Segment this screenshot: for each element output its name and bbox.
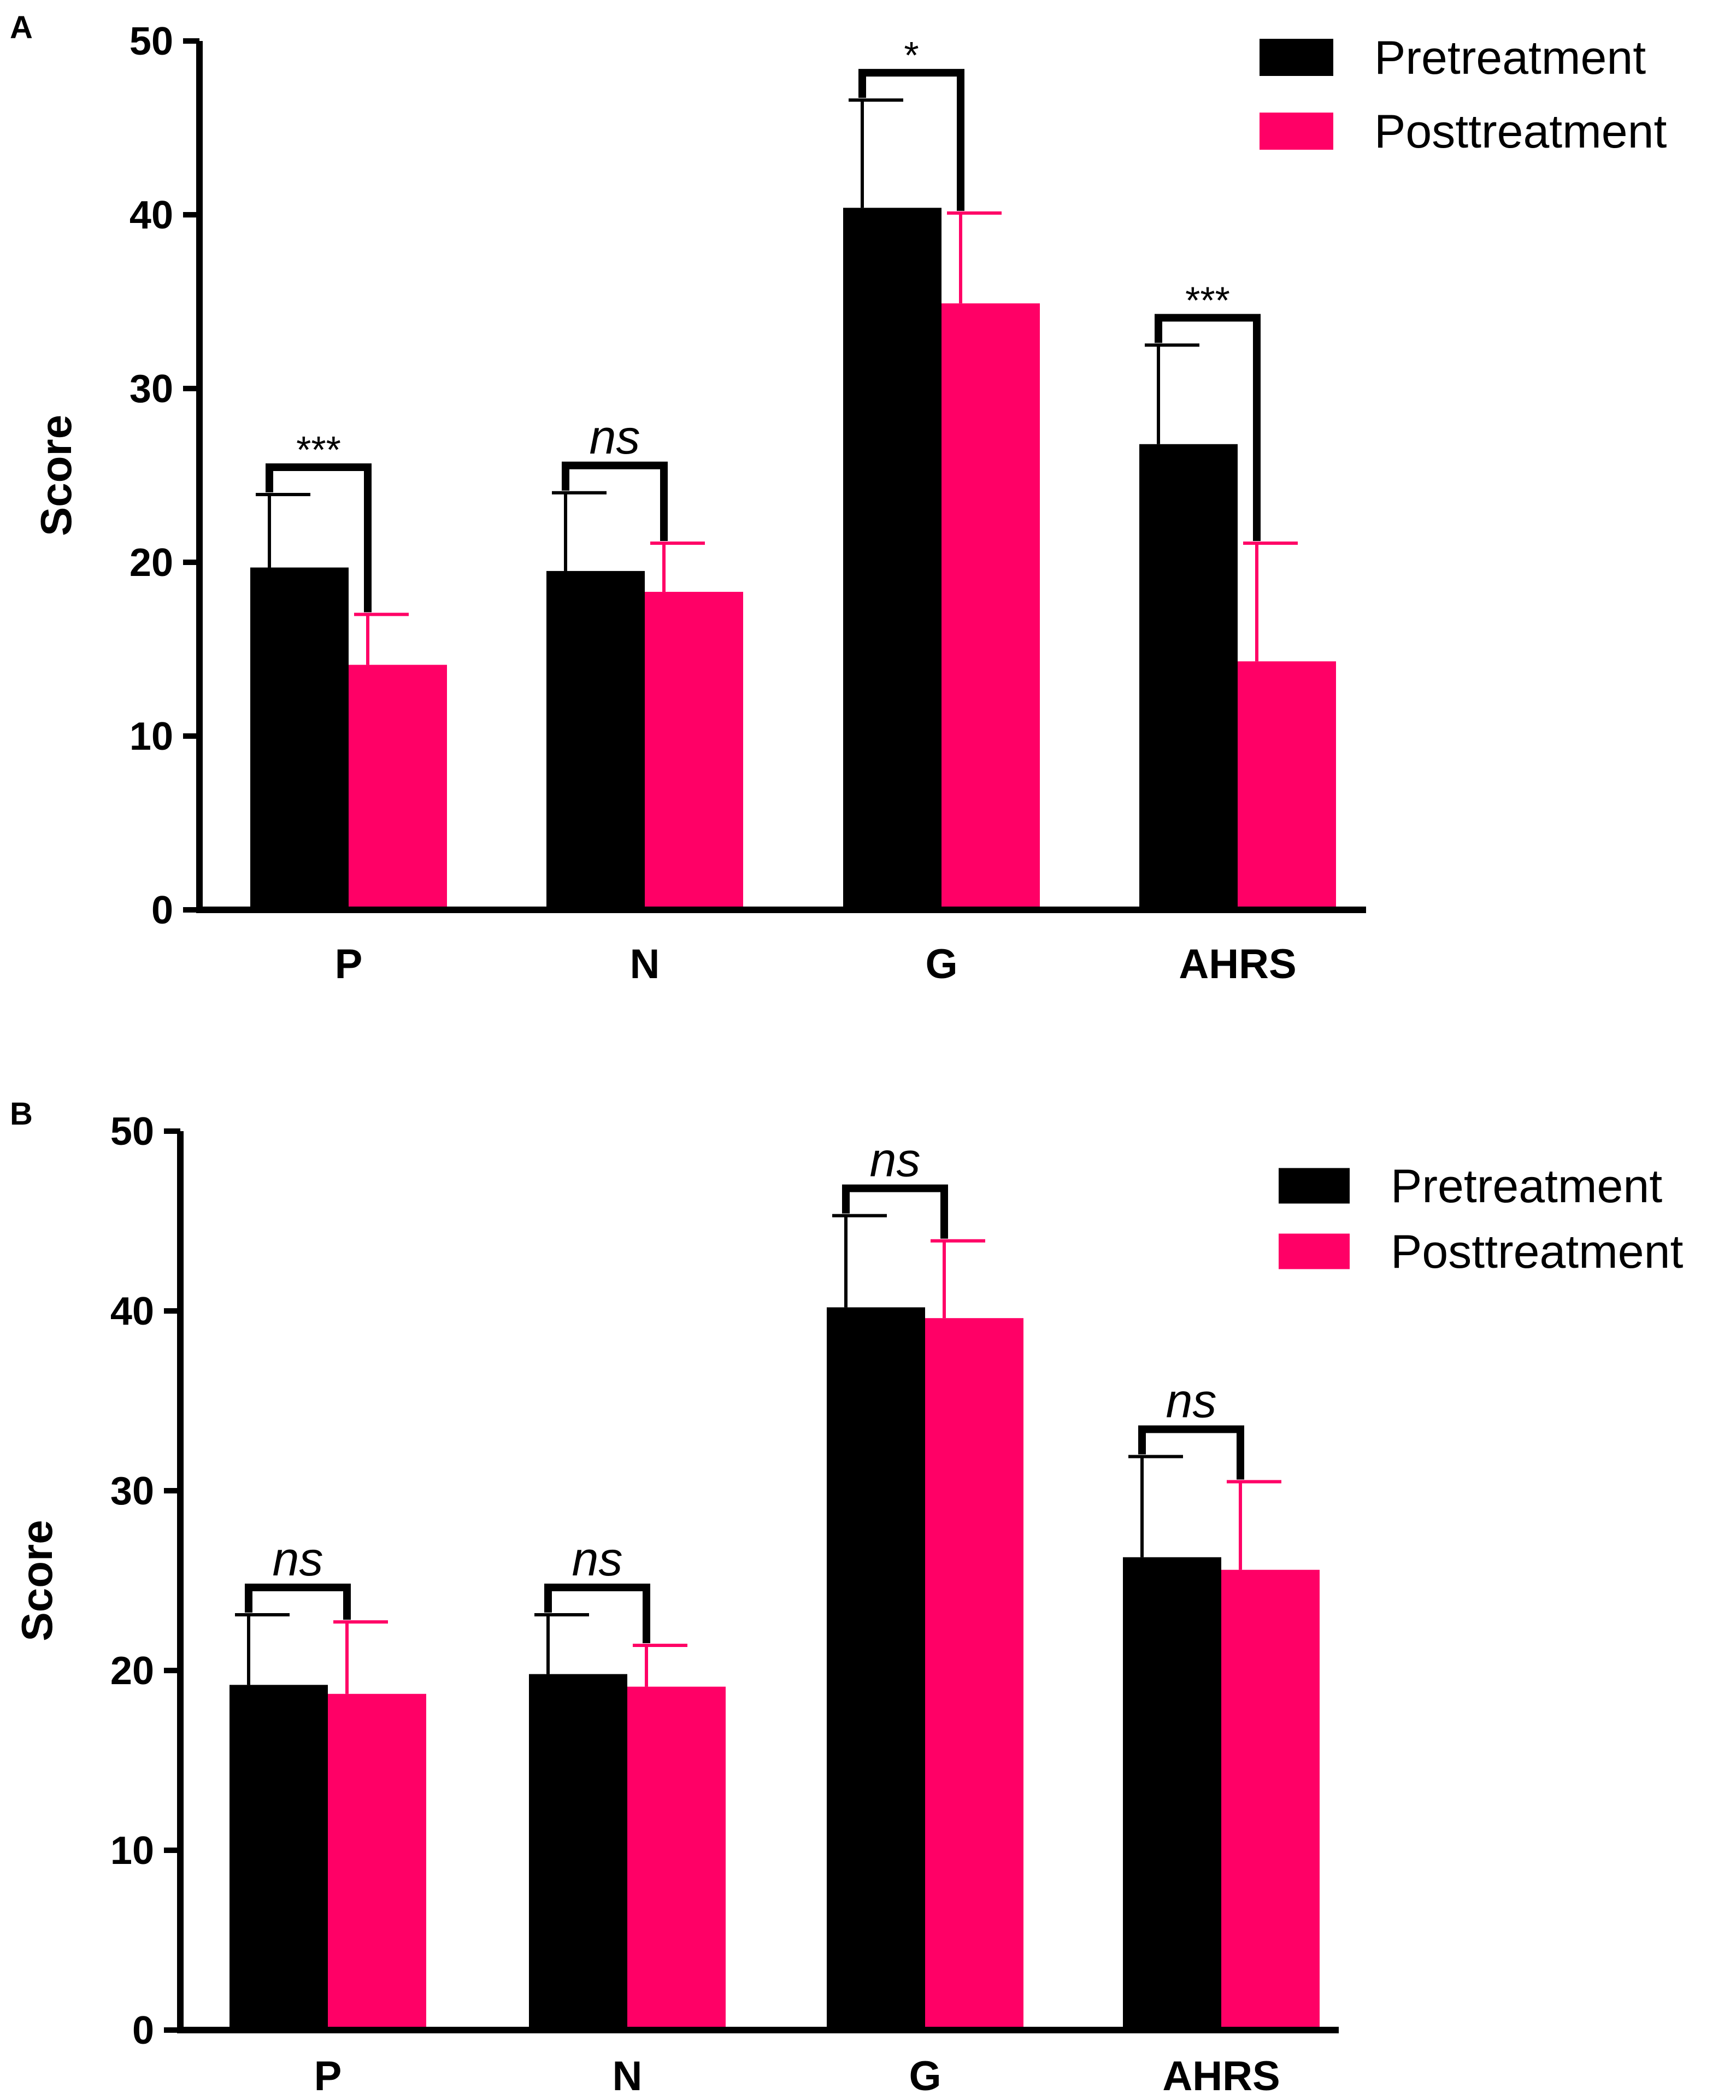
- y-tick-label: 0: [151, 889, 173, 932]
- bar-pretreatment-n: [546, 570, 645, 910]
- x-tick-label-n: N: [630, 941, 660, 987]
- bar-posttreatment-g: [925, 1318, 1023, 2030]
- significance-label-ahrs: ***: [1185, 279, 1230, 322]
- x-tick-label-g: G: [925, 941, 957, 987]
- y-tick-label: 40: [110, 1290, 154, 1333]
- y-tick-label: 20: [110, 1649, 154, 1693]
- x-tick-label-p: P: [335, 941, 363, 987]
- significance-bracket-ahrs: [1138, 1425, 1244, 1480]
- significance-bracket-g: [842, 1184, 948, 1239]
- significance-bracket-g: [858, 69, 964, 211]
- y-tick-label: 10: [130, 715, 173, 758]
- panel-letter: A: [10, 10, 33, 45]
- bar-posttreatment-n: [645, 592, 743, 910]
- y-axis-title: Score: [32, 415, 80, 536]
- legend-swatch-pretreatment: [1279, 1168, 1350, 1204]
- y-tick-label: 20: [130, 541, 173, 585]
- y-tick-label: 50: [110, 1110, 154, 1154]
- bar-pretreatment-p: [229, 1685, 328, 2030]
- significance-bracket-p: [245, 1584, 351, 1620]
- bar-pretreatment-g: [843, 208, 941, 910]
- significance-label-g: *: [904, 34, 919, 77]
- bar-pretreatment-ahrs: [1139, 444, 1238, 910]
- significance-label-n: ns: [590, 410, 640, 464]
- significance-label-p: ns: [273, 1532, 323, 1586]
- x-tick-label-g: G: [909, 2053, 941, 2099]
- significance-label-n: ns: [572, 1532, 623, 1586]
- chart-panel-a: A Score *** Pns N * G *** AHRS 0 10 20 30 40 50 Pretrea…: [10, 10, 1667, 987]
- bar-posttreatment-g: [941, 303, 1040, 910]
- bar-posttreatment-p: [349, 664, 447, 910]
- significance-bracket-n: [562, 461, 668, 542]
- bar-posttreatment-p: [328, 1693, 426, 2030]
- y-tick-label: 30: [130, 367, 173, 411]
- x-tick-label-n: N: [613, 2053, 643, 2099]
- y-tick-label: 40: [130, 193, 173, 237]
- bar-posttreatment-ahrs: [1221, 1569, 1320, 2030]
- legend-label-posttreatment: Posttreatment: [1391, 1226, 1683, 1278]
- bar-pretreatment-p: [250, 567, 349, 910]
- significance-bracket-n: [544, 1584, 650, 1643]
- y-tick-label: 50: [130, 20, 173, 63]
- bar-posttreatment-n: [627, 1686, 726, 2030]
- significance-label-g: ns: [870, 1133, 921, 1187]
- legend-label-posttreatment: Posttreatment: [1374, 105, 1667, 158]
- legend-swatch-pretreatment: [1260, 39, 1333, 76]
- legend-label-pretreatment: Pretreatment: [1374, 32, 1646, 84]
- significance-bracket-ahrs: [1155, 314, 1261, 542]
- x-tick-label-ahrs: AHRS: [1179, 941, 1296, 987]
- bar-pretreatment-g: [827, 1307, 925, 2030]
- bar-pretreatment-n: [529, 1674, 627, 2030]
- y-tick-label: 30: [110, 1469, 154, 1513]
- x-tick-label-p: P: [314, 2053, 342, 2099]
- legend-swatch-posttreatment: [1279, 1233, 1350, 1269]
- significance-label-p: ***: [296, 428, 341, 471]
- panel-letter: B: [10, 1096, 33, 1132]
- significance-bracket-p: [266, 463, 372, 613]
- legend-swatch-posttreatment: [1260, 113, 1333, 150]
- bar-posttreatment-ahrs: [1238, 661, 1336, 910]
- significance-label-ahrs: ns: [1166, 1373, 1217, 1427]
- legend-label-pretreatment: Pretreatment: [1391, 1160, 1662, 1213]
- chart-panel-b: B Score ns Pns Nns Gns AHRS 0 10 20 30 40 50 Pretreat…: [10, 1096, 1683, 2099]
- y-axis-title: Score: [13, 1520, 61, 1641]
- y-tick-label: 10: [110, 1829, 154, 1873]
- bar-pretreatment-ahrs: [1123, 1557, 1221, 2030]
- y-tick-label: 0: [132, 2009, 154, 2052]
- x-tick-label-ahrs: AHRS: [1162, 2053, 1280, 2099]
